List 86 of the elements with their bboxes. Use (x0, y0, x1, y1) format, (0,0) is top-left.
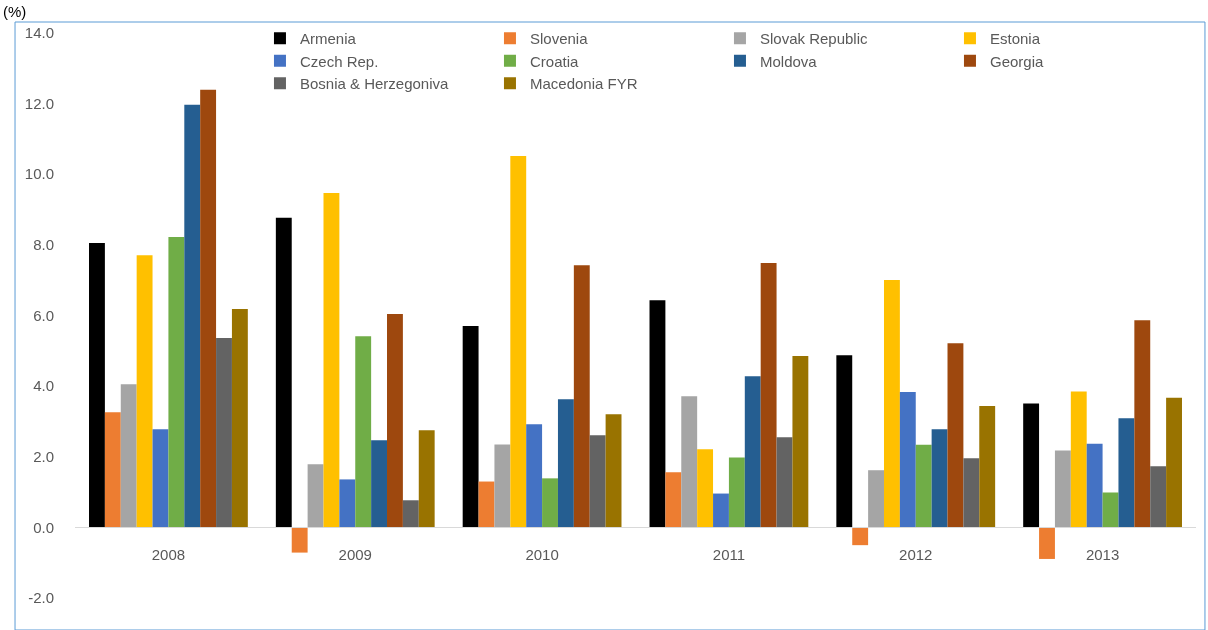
x-tick-label: 2008 (151, 546, 186, 564)
bar (231, 309, 248, 528)
bar (478, 481, 495, 528)
bar (883, 280, 900, 528)
y-tick-label: 8.0 (33, 235, 54, 253)
bar (697, 449, 714, 528)
bar (649, 300, 666, 528)
y-tick-label: 12.0 (24, 94, 54, 112)
bar (963, 458, 980, 528)
bar (899, 392, 916, 528)
bar (868, 470, 884, 528)
bar (728, 457, 745, 528)
bar (1150, 466, 1167, 528)
bar (915, 444, 932, 528)
bar (462, 326, 479, 528)
bar (1102, 492, 1119, 528)
bar (323, 193, 340, 528)
y-tick-label: 10.0 (24, 165, 54, 183)
bar (760, 263, 777, 528)
bar (1070, 391, 1087, 528)
bar (168, 236, 185, 528)
bar (510, 155, 527, 528)
bar (605, 414, 622, 528)
bar (744, 376, 761, 528)
bar (713, 493, 729, 528)
y-tick-label: 14.0 (24, 23, 54, 41)
bar (216, 338, 232, 528)
x-tick-label: 2009 (338, 546, 372, 564)
bar (1134, 320, 1151, 528)
legend-label: Slovak Republic (759, 30, 869, 48)
bar (104, 412, 121, 528)
bar (681, 396, 698, 528)
legend-label: Moldova (759, 52, 818, 70)
bar (1086, 443, 1103, 528)
bar (1118, 418, 1135, 528)
bar (275, 217, 292, 528)
legend-label: Macedonia FYR (529, 75, 638, 93)
x-tick-label: 2011 (712, 546, 746, 564)
bar (573, 265, 590, 528)
bar (89, 242, 105, 528)
bar (291, 527, 308, 553)
bar (836, 355, 853, 528)
bar (1166, 397, 1182, 528)
bar (852, 527, 869, 546)
y-tick-label: 2.0 (33, 448, 54, 466)
x-tick-label: 2013 (1085, 546, 1120, 564)
y-tick-label: 6.0 (33, 306, 54, 324)
legend-label: Czech Rep. (299, 52, 379, 70)
bar (307, 464, 324, 528)
bar (184, 104, 201, 528)
bar (1054, 450, 1071, 528)
bar (355, 336, 372, 528)
y-axis-title: (%) (3, 3, 27, 20)
legend-label: Estonia (989, 30, 1041, 48)
bar (526, 424, 543, 528)
legend-label: Croatia (529, 52, 579, 70)
bar (1023, 403, 1040, 528)
x-tick-label: 2010 (525, 546, 559, 564)
bar (200, 89, 217, 528)
y-tick-label: 0.0 (33, 518, 54, 536)
legend-label: Armenia (299, 30, 357, 48)
bar (557, 399, 574, 528)
bar (589, 435, 606, 528)
bar (418, 430, 435, 528)
bar (494, 444, 511, 528)
bar (979, 405, 996, 528)
bar (776, 437, 793, 528)
bar (665, 472, 682, 528)
bar (1039, 527, 1055, 559)
legend-label: Bosnia & Herzegoniva (299, 75, 450, 93)
bar (542, 478, 558, 528)
legend-label: Slovenia (529, 30, 589, 48)
bar (339, 479, 356, 528)
bar (387, 313, 403, 528)
bar (371, 440, 388, 528)
x-tick-label: 2012 (899, 546, 933, 564)
bar (931, 429, 948, 528)
bar (136, 255, 153, 528)
y-tick-label: 4.0 (33, 377, 54, 395)
y-tick-label: -2.0 (28, 589, 54, 607)
bar (152, 429, 169, 528)
bar (120, 384, 137, 528)
bar (792, 356, 809, 528)
legend-label: Georgia (989, 52, 1044, 70)
bar (402, 500, 419, 528)
bar (947, 343, 964, 528)
